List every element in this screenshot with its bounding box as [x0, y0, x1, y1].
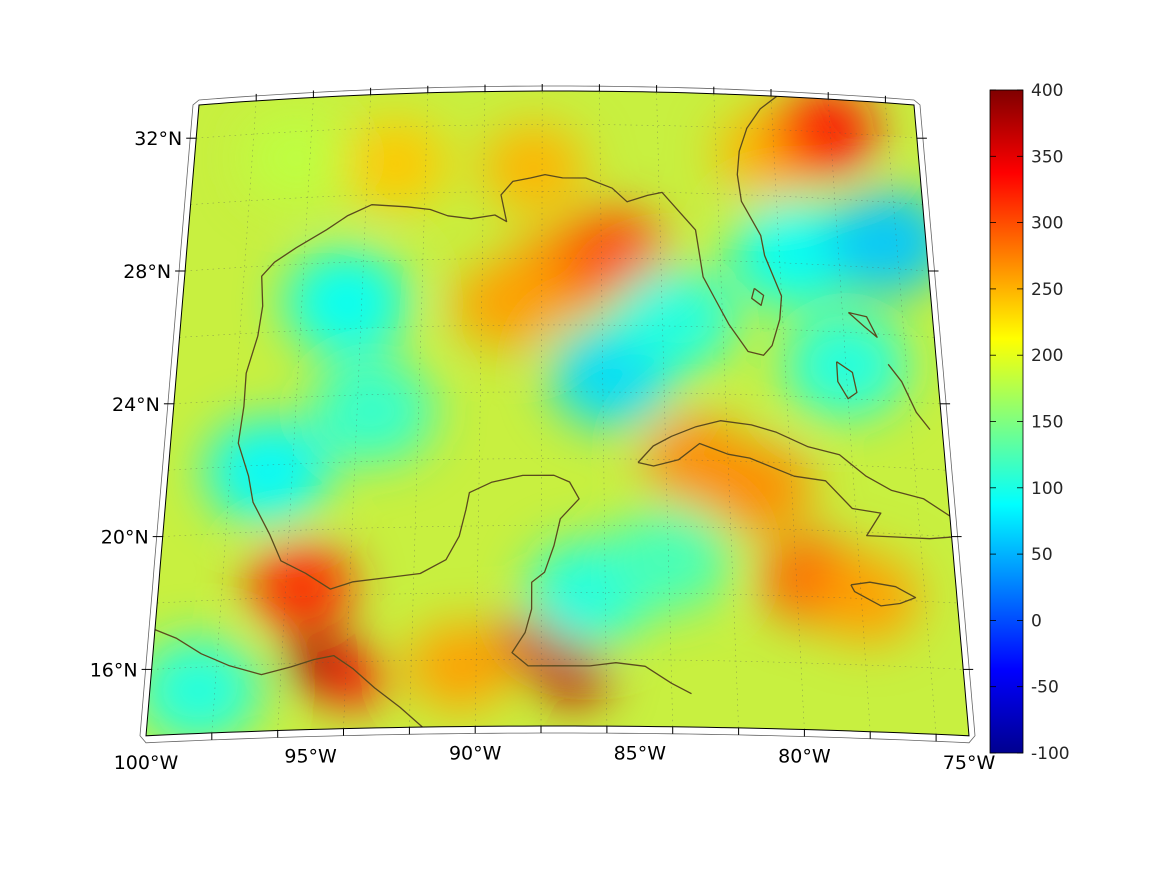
coastline-segment	[887, 363, 931, 431]
lon-label: 85°W	[614, 742, 667, 764]
colorbar-ticks: 400 350 300 250 200 150 100 50 0 -50 -100	[990, 81, 1070, 764]
coastline-segment	[237, 335, 692, 695]
field-blob	[243, 114, 348, 203]
field-blob	[310, 358, 435, 464]
field-blob	[344, 119, 449, 208]
colorbar-label: 100	[1031, 479, 1063, 499]
coastline-segment	[847, 311, 878, 338]
grid-meridian	[211, 100, 257, 733]
field-color-layer	[146, 91, 950, 736]
field-blob	[146, 637, 261, 736]
field-blob	[732, 200, 857, 307]
lat-label: 32°N	[134, 128, 182, 150]
frame-ticks	[141, 84, 974, 742]
grid-parallel	[190, 191, 923, 205]
coastline-segment	[835, 361, 858, 400]
colorbar-label: 200	[1031, 346, 1063, 366]
grid-meridian	[656, 92, 673, 727]
map-frame	[145, 90, 970, 737]
colorbar-label: 50	[1031, 545, 1053, 565]
latitude-labels: 32°N 28°N 24°N 20°N 16°N	[90, 128, 182, 681]
grid-meridian	[540, 91, 543, 727]
colorbar: 400 350 300 250 200 150 100 50 0 -50 -100	[989, 81, 1070, 764]
colorbar-label: 400	[1031, 81, 1063, 101]
lat-label: 16°N	[90, 659, 138, 681]
field-blob	[783, 312, 908, 419]
colorbar-label: -100	[1031, 744, 1070, 764]
grid-meridian	[770, 95, 805, 730]
lon-label: 75°W	[943, 752, 996, 774]
colorbar-label: -50	[1031, 678, 1059, 698]
field-blob	[453, 260, 558, 350]
grid-meridian	[474, 91, 486, 727]
lat-label: 24°N	[112, 394, 160, 416]
map-area: 32°N 28°N 24°N 20°N 16°N 100°W 95°W 90°W 85°W 80…	[90, 84, 996, 774]
field-blob	[318, 649, 387, 708]
coastline-segment	[154, 628, 423, 728]
field-blob	[481, 123, 586, 213]
lon-label: 100°W	[114, 752, 179, 774]
field-blob	[407, 622, 512, 711]
colorbar-label: 0	[1031, 611, 1042, 631]
grid-parallel	[151, 658, 964, 670]
colorbar-label: 300	[1031, 214, 1063, 234]
lon-label: 95°W	[284, 746, 337, 768]
grid-meridian	[713, 93, 739, 728]
map-frame-outer	[139, 85, 976, 744]
field-blob	[561, 207, 666, 296]
field-blob	[825, 189, 950, 295]
lat-label: 28°N	[123, 261, 171, 283]
grid-meridian	[277, 97, 314, 731]
coastline-segment	[751, 287, 765, 306]
lon-label: 90°W	[449, 742, 502, 764]
grid-parallel	[173, 391, 941, 405]
coastline-segment	[850, 581, 917, 607]
colorbar-label: 150	[1031, 413, 1063, 433]
field-blob	[772, 91, 877, 177]
field-blob	[249, 542, 354, 631]
field-blob	[606, 507, 731, 613]
grid-meridian	[343, 94, 371, 729]
grid-meridian	[827, 99, 871, 732]
colorbar-label: 250	[1031, 280, 1063, 300]
longitude-labels: 100°W 95°W 90°W 85°W 80°W 75°W	[114, 742, 996, 773]
field-blob	[612, 266, 737, 373]
grid-meridian	[409, 92, 429, 728]
field-blob	[539, 647, 608, 705]
grid-meridian	[885, 102, 937, 735]
coastline-segment	[257, 95, 783, 356]
field-blob	[284, 249, 409, 355]
grid-parallel	[157, 592, 958, 604]
field-blob	[205, 419, 330, 525]
colorbar-label: 350	[1031, 147, 1063, 167]
lat-label: 20°N	[101, 527, 149, 549]
lon-label: 80°W	[778, 746, 831, 768]
graticule	[151, 91, 964, 735]
grid-meridian	[599, 91, 608, 727]
